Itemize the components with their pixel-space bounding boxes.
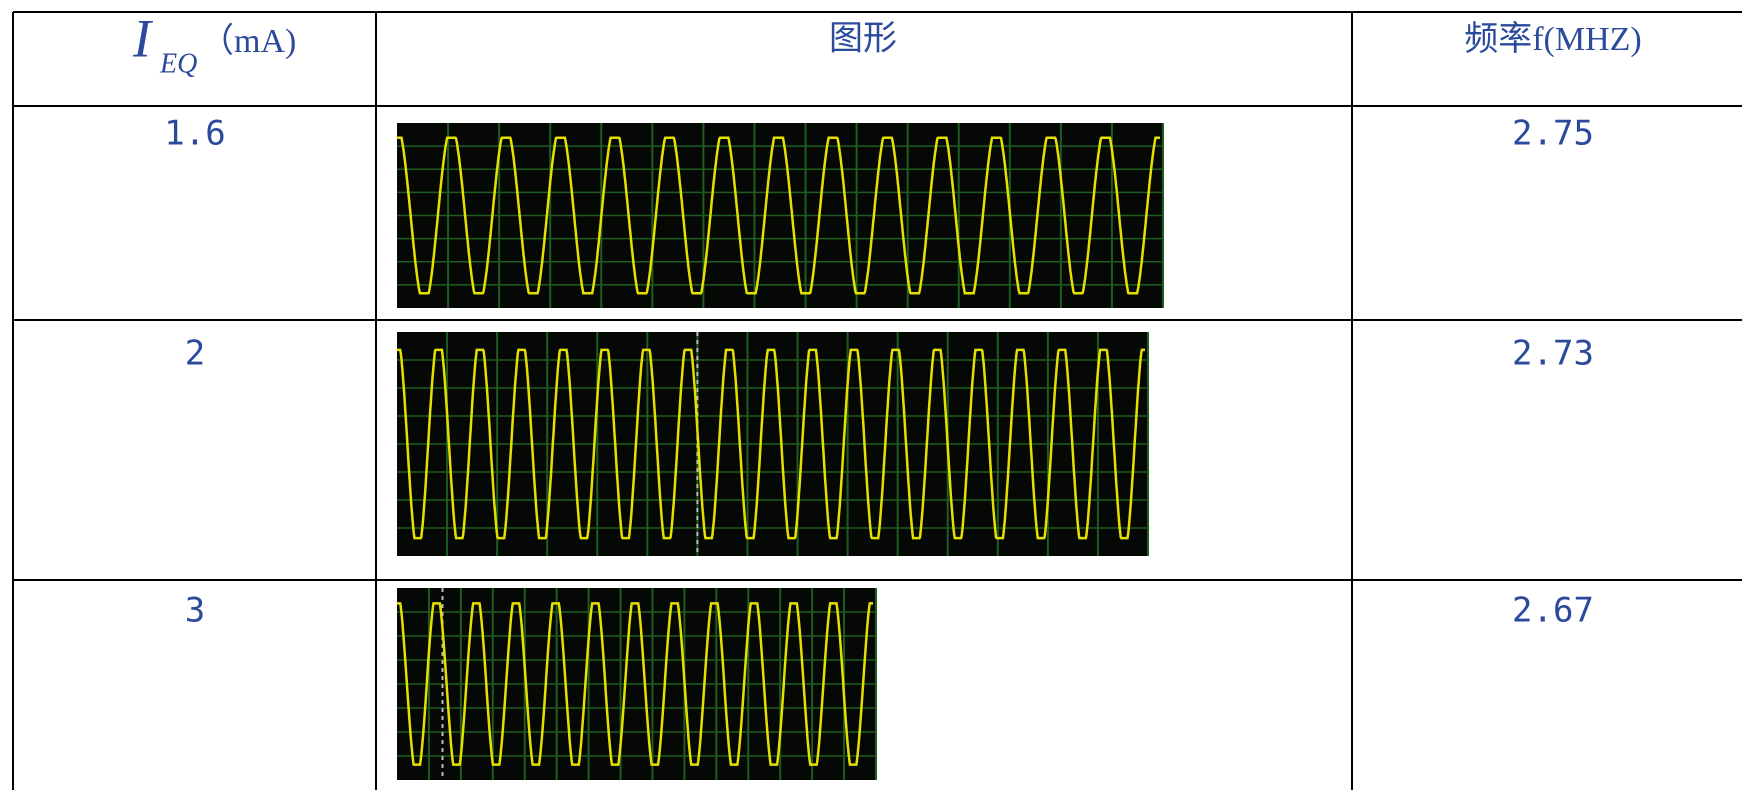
- frequency-value: 2.73: [1512, 334, 1594, 374]
- header-waveform: 图形: [829, 19, 897, 59]
- current-value: 2: [185, 334, 205, 374]
- oscilloscope-image: [397, 123, 1163, 308]
- oscilloscope-image: [397, 332, 1148, 556]
- frequency-value: 2.75: [1512, 114, 1594, 154]
- header-frequency: 频率f(MHZ): [1464, 20, 1642, 58]
- current-value: 3: [185, 591, 205, 631]
- oscilloscope-image: [397, 588, 876, 780]
- header-subscript: EQ: [159, 48, 197, 79]
- table-body: 1.6 2.75 2 2.73 3 2.67: [164, 114, 1594, 781]
- frequency-value: 2.67: [1512, 591, 1594, 631]
- header-symbol: I: [132, 8, 154, 68]
- header-unit: （mA): [200, 22, 296, 60]
- table: I EQ （mA) 图形 频率f(MHZ) 1.6 2.75 2 2.73 3 2.67: [0, 0, 1742, 790]
- current-value: 1.6: [164, 114, 225, 154]
- page: {"table": { "header": {"current": {"symb…: [0, 0, 1742, 790]
